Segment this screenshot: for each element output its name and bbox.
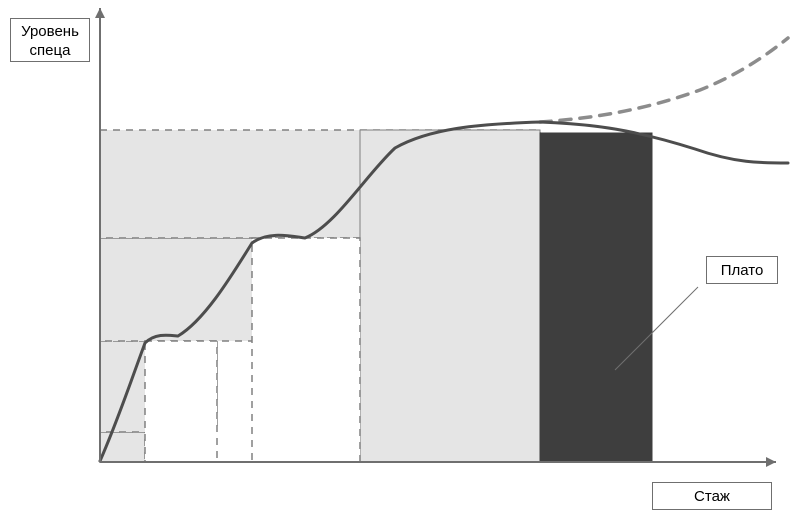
grey-column-solid bbox=[360, 130, 540, 462]
y-axis-label-line1: Уровень bbox=[21, 23, 79, 40]
y-axis-label-line2: спеца bbox=[30, 42, 71, 59]
chart-canvas: Уровень спеца Стаж Плато bbox=[0, 0, 790, 517]
white-dashed-column-0 bbox=[145, 341, 217, 462]
x-axis-arrow bbox=[766, 457, 776, 467]
x-axis-label: Стаж bbox=[652, 482, 772, 510]
plateau-label-text: Плато bbox=[721, 262, 764, 279]
plateau-label: Плато bbox=[706, 256, 778, 284]
plateau-dark-block bbox=[540, 133, 652, 462]
y-axis-label: Уровень спеца bbox=[10, 18, 90, 62]
y-axis-arrow bbox=[95, 8, 105, 18]
x-axis-label-text: Стаж bbox=[694, 488, 730, 505]
dashed-growth-curve bbox=[540, 38, 788, 122]
white-dashed-column-1 bbox=[252, 238, 360, 462]
chart-svg bbox=[0, 0, 790, 517]
